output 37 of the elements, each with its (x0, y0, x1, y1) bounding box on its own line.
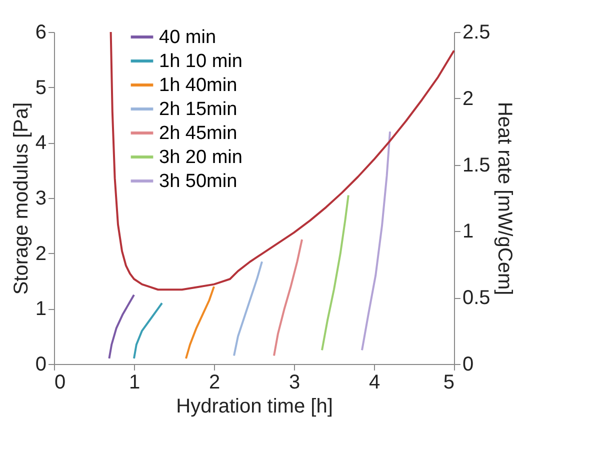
y2-tick-label: 1.5 (462, 154, 490, 176)
line-series (110, 31, 455, 291)
legend-label: 40 min (159, 27, 216, 48)
x-tick-label: 0 (54, 372, 66, 394)
x-tick-label: 3 (288, 372, 300, 394)
y2-tick-label: 2.5 (462, 22, 490, 44)
legend-label: 2h 45min (159, 123, 238, 144)
y-axis-title: Storage modulus [Pa] (10, 102, 32, 295)
x-tick-label: 1 (128, 372, 140, 394)
legend-label: 3h 50min (159, 171, 238, 192)
line-series (321, 194, 350, 352)
legend-label: 3h 20 min (159, 147, 242, 168)
line-series (361, 130, 391, 352)
y-tick-label: 1 (35, 298, 46, 320)
y-tick-label: 6 (35, 22, 46, 44)
y2-tick-label: 2 (462, 88, 474, 110)
y-tick-label: 4 (35, 132, 46, 154)
legend-label: 1h 10 min (159, 51, 242, 72)
y-tick-label: 3 (35, 188, 46, 210)
x-tick-label: 2 (208, 372, 220, 394)
y-tick-label: 0 (35, 354, 46, 376)
legend-label: 2h 15min (159, 99, 238, 120)
y2-axis-title: Heat rate [mW/gCem] (493, 102, 516, 296)
line-series (108, 294, 135, 360)
x-tick-label: 4 (368, 372, 380, 394)
x-axis-title: Hydration time [h] (176, 396, 333, 418)
line-series (233, 260, 263, 357)
line-series (273, 238, 303, 357)
y2-tick-label: 0 (462, 354, 474, 376)
legend-label: 1h 40min (159, 75, 238, 96)
y2-tick-label: 0.5 (462, 287, 490, 310)
y-tick-label: 5 (35, 76, 46, 99)
y2-tick-label: 1 (462, 220, 474, 243)
x-tick-label: 5 (443, 372, 454, 394)
line-series (133, 302, 163, 360)
y-tick-label: 2 (35, 242, 46, 265)
line-series (185, 286, 215, 360)
